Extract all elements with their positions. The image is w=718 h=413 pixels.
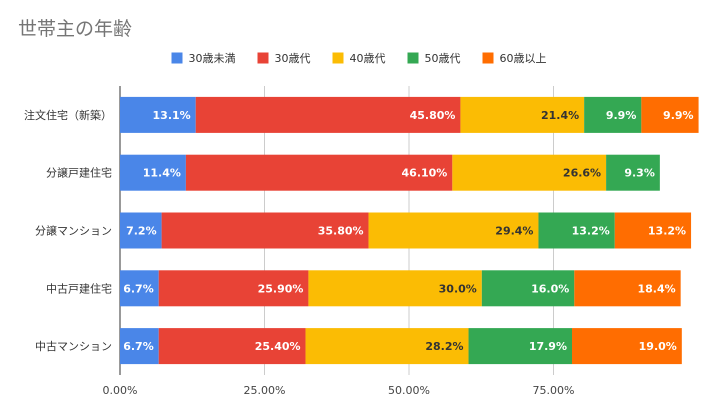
bar-4-4 (481, 270, 575, 307)
bar-4-5 (574, 270, 681, 307)
data-label-4-4: 16.0% (531, 282, 569, 295)
data-label-5-5: 19.0% (639, 340, 677, 353)
legend-label-1: 30歳未満 (189, 52, 236, 65)
legend-label-2: 30歳代 (275, 52, 311, 65)
data-label-1-4: 9.9% (606, 109, 637, 122)
data-label-4-5: 18.4% (637, 282, 675, 295)
data-label-1-1: 13.1% (153, 109, 191, 122)
data-label-3-5: 13.2% (648, 225, 686, 238)
data-label-5-3: 28.2% (425, 340, 463, 353)
data-label-2-1: 11.4% (143, 167, 181, 180)
data-label-2-4: 9.3% (624, 167, 655, 180)
bar-1-2 (195, 96, 461, 133)
legend-swatch-3 (332, 52, 344, 64)
legend-swatch-5 (482, 52, 494, 64)
x-tick-label-0: 0.00% (103, 384, 138, 397)
legend-swatch-4 (407, 52, 419, 64)
category-label-4: 中古戸建住宅 (46, 281, 112, 295)
bar-3-2 (161, 212, 369, 249)
data-label-4-3: 30.0% (439, 282, 477, 295)
category-label-5: 中古マンション (35, 340, 112, 353)
bar-4-2 (158, 270, 309, 307)
bar-5-2 (158, 328, 306, 365)
data-label-1-5: 9.9% (663, 109, 694, 122)
data-label-2-3: 26.6% (563, 167, 601, 180)
data-label-5-2: 25.40% (255, 340, 301, 353)
bar-5-1 (120, 328, 159, 365)
data-label-3-1: 7.2% (126, 225, 157, 238)
bar-4-3 (308, 270, 482, 307)
data-label-5-4: 17.9% (529, 340, 567, 353)
data-label-1-2: 45.80% (410, 109, 456, 122)
legend-label-3: 40歳代 (350, 52, 386, 65)
legend-swatch-2 (257, 52, 269, 64)
data-label-3-2: 35.80% (318, 225, 364, 238)
bar-2-4 (606, 154, 660, 191)
data-label-3-4: 13.2% (572, 225, 610, 238)
x-tick-label-75: 75.00% (533, 384, 575, 397)
bar-1-1 (120, 96, 196, 133)
data-label-2-2: 46.10% (402, 167, 448, 180)
data-label-3-3: 29.4% (495, 225, 533, 238)
bar-4-1 (120, 270, 159, 307)
x-tick-label-25: 25.00% (244, 384, 286, 397)
bar-2-1 (120, 154, 186, 191)
bar-1-5 (641, 96, 699, 133)
legend-label-4: 50歳代 (425, 52, 461, 65)
legend-swatch-1 (171, 52, 183, 64)
bar-3-4 (538, 212, 615, 249)
bar-2-3 (452, 154, 607, 191)
bar-1-4 (584, 96, 642, 133)
bar-5-4 (468, 328, 572, 365)
data-label-1-3: 21.4% (541, 109, 579, 122)
bar-2-2 (185, 154, 453, 191)
bar-5-3 (305, 328, 469, 365)
x-tick-label-50: 50.00% (388, 384, 430, 397)
bar-3-1 (120, 212, 162, 249)
legend-label-5: 60歳以上 (500, 52, 547, 65)
data-label-4-2: 25.90% (258, 282, 304, 295)
category-label-3: 分譲マンション (35, 224, 112, 238)
chart-title: 世帯主の年齢 (18, 18, 133, 40)
data-label-5-1: 6.7% (123, 340, 154, 353)
category-label-2: 分譲戸建住宅 (46, 166, 112, 180)
category-label-1: 注文住宅（新築） (24, 108, 112, 122)
data-label-4-1: 6.7% (123, 282, 154, 295)
bar-5-5 (571, 328, 682, 365)
bar-3-5 (614, 212, 692, 249)
bar-1-3 (460, 96, 585, 133)
bar-3-3 (368, 212, 539, 249)
